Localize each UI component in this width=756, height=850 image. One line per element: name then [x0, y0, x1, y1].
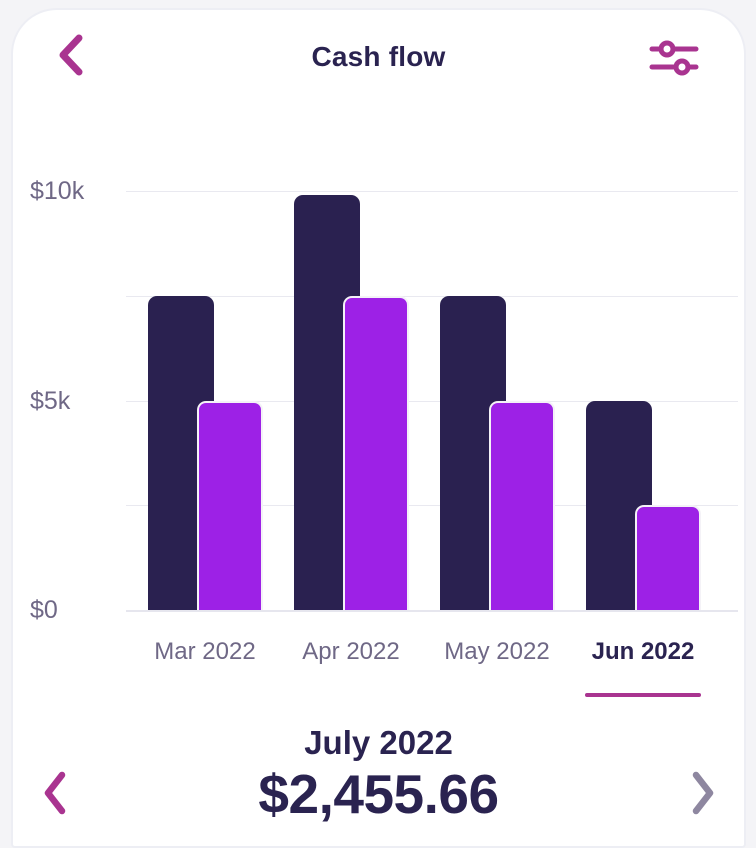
bar-may-2022-purple [489, 400, 555, 610]
selected-month-underline [585, 693, 701, 697]
bar-jun-2022-purple [635, 505, 701, 610]
y-axis-label-10k: $10k [30, 177, 85, 205]
screen-card: Cash flow $10k $5k $0 Mar 2022 Apr 2022 May 2… [13, 10, 744, 846]
month-tab-mar-2022[interactable]: Mar 2022 [154, 638, 256, 665]
gridline-5000 [126, 400, 738, 402]
bar-apr-2022-purple [343, 295, 409, 610]
y-axis-label-5k: $5k [30, 386, 71, 415]
pager-amount-value: $2,455.66 [258, 763, 499, 825]
chevron-left-icon [58, 33, 84, 80]
month-tab-jun-2022[interactable]: Jun 2022 [591, 638, 695, 665]
page-title: Cash flow [311, 41, 446, 72]
y-axis-label-0: $0 [30, 596, 58, 624]
pager-month-label: July 2022 [304, 724, 453, 761]
previous-month-button[interactable] [31, 768, 79, 820]
page-background-strip [0, 848, 756, 850]
gridline-0 [126, 610, 738, 612]
month-tab-apr-2022[interactable]: Apr 2022 [302, 638, 400, 665]
gridline-7500 [126, 295, 738, 297]
gridline-2500 [126, 505, 738, 507]
chevron-right-icon [692, 771, 714, 818]
cash-flow-chart: $10k $5k $0 Mar 2022 Apr 2022 May 2022 Jun 202… [13, 10, 744, 710]
gridline-10000 [126, 191, 738, 192]
month-tab-may-2022[interactable]: May 2022 [444, 638, 550, 665]
back-button[interactable] [49, 32, 93, 80]
filter-button[interactable] [641, 32, 707, 86]
next-month-button[interactable] [679, 768, 727, 820]
sliders-icon [649, 37, 699, 82]
chevron-left-icon [44, 771, 66, 818]
bar-mar-2022-purple [197, 400, 263, 610]
